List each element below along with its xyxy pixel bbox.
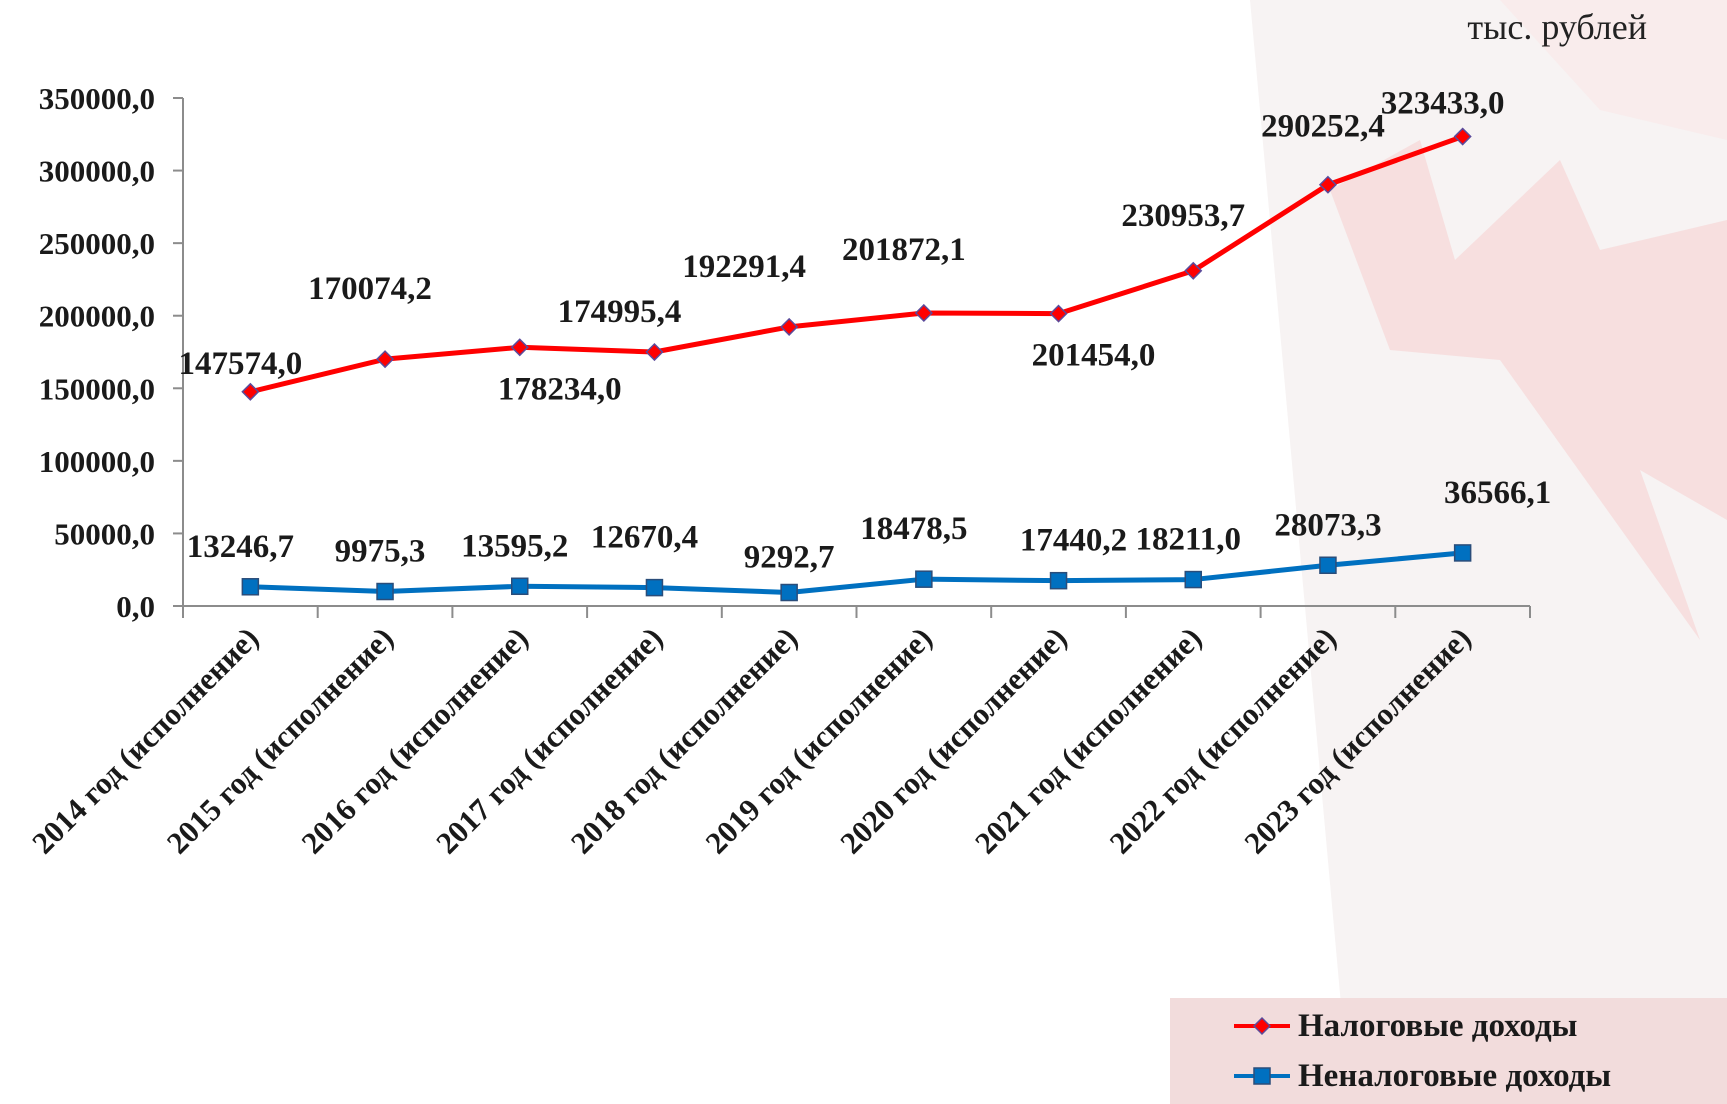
legend-label-nontax: Неналоговые доходы [1298,1057,1612,1094]
data-point-tax [645,342,664,362]
x-tick-label: 2015 год (исполнение) [160,620,400,860]
data-label-tax: 170074,2 [308,271,432,307]
data-point-nontax [511,577,529,596]
data-label-tax: 174995,4 [558,294,682,330]
data-point-tax [1184,261,1203,280]
data-label-nontax: 28073,3 [1274,507,1381,543]
y-tick-label: 250000,0 [39,226,155,261]
data-point-nontax [1049,571,1068,590]
data-point-tax [1453,127,1472,146]
data-point-nontax [241,578,260,596]
data-point-tax [914,303,933,323]
data-point-nontax [1184,570,1202,589]
data-point-tax [241,382,260,401]
y-tick-label: 350000,0 [39,81,155,116]
data-label-tax: 201872,1 [842,232,966,268]
data-label-nontax: 9292,7 [744,540,835,576]
data-point-tax [510,338,529,357]
data-label-tax: 290252,4 [1261,109,1385,145]
x-tick-label: 2016 год (исполнение) [294,620,534,860]
data-label-tax: 178234,0 [498,371,622,407]
series-line-tax [249,134,1464,395]
x-tick-label: 2021 год (исполнение) [968,620,1208,860]
legend-item-nontax: Неналоговые доходы [1232,1054,1611,1098]
data-label-nontax: 36566,1 [1444,475,1551,511]
data-label-nontax: 9975,3 [335,534,426,570]
y-tick-label: 50000,0 [54,516,155,551]
y-tick-label: 0,0 [116,589,155,624]
data-point-nontax [780,583,798,602]
data-label-tax: 201454,0 [1032,338,1156,374]
legend-item-tax: Налоговые доходы [1232,1004,1577,1048]
data-label-nontax: 13246,7 [187,529,294,565]
x-tick-label: 2022 год (исполнение) [1103,620,1343,860]
chart-legend: Налоговые доходы Неналоговые доходы [1170,998,1727,1104]
y-tick-label: 200000,0 [39,299,155,334]
data-point-nontax [1319,556,1337,575]
data-label-nontax: 18478,5 [860,511,967,547]
data-label-tax: 147574,0 [178,346,302,382]
data-label-tax: 192291,4 [682,249,806,285]
data-label-nontax: 13595,2 [461,528,568,564]
legend-label-tax: Налоговые доходы [1298,1007,1578,1044]
data-point-tax [1318,175,1338,194]
x-tick-label: 2017 год (исполнение) [429,620,669,860]
y-tick-label: 150000,0 [39,371,155,406]
y-tick-label: 300000,0 [39,154,155,189]
data-point-tax [375,350,395,369]
x-tick-label: 2019 год (исполнение) [699,620,939,860]
y-tick-label: 100000,0 [39,444,155,479]
legend-marker-tax [1234,1016,1290,1036]
data-label-nontax: 12670,4 [591,520,698,556]
x-tick-label: 2014 год (исполнение) [25,620,265,860]
data-label-nontax: 17440,2 [1020,523,1127,559]
data-point-tax [1049,304,1068,323]
data-label-nontax: 18211,0 [1136,522,1241,558]
data-label-tax: 323433,0 [1381,86,1505,122]
data-label-tax: 230953,7 [1121,198,1245,234]
data-point-nontax [915,570,933,588]
series-line-nontax [250,550,1463,596]
x-tick-label: 2018 год (исполнение) [564,620,804,860]
x-tick-label: 2020 год (исполнение) [833,620,1073,860]
data-point-nontax [376,582,394,601]
x-tick-label: 2023 год (исполнение) [1237,620,1477,860]
legend-marker-nontax [1234,1067,1290,1085]
unit-label: тыс. рублей [1467,7,1647,47]
data-point-nontax [645,578,664,597]
data-point-tax [780,317,799,336]
data-point-nontax [1453,544,1472,562]
